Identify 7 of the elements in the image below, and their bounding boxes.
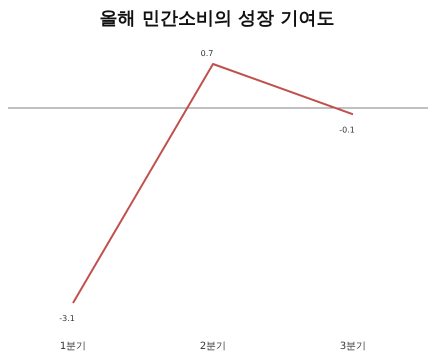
x-tick-label: 3분기 — [340, 341, 366, 352]
data-label: -3.1 — [59, 314, 75, 323]
x-tick-label: 2분기 — [200, 341, 226, 352]
x-tick-label: 1분기 — [60, 341, 86, 352]
data-label: 0.7 — [200, 49, 214, 58]
data-label: -0.1 — [339, 125, 355, 134]
chart-title: 올해 민간소비의 성장 기여도 — [100, 8, 334, 29]
